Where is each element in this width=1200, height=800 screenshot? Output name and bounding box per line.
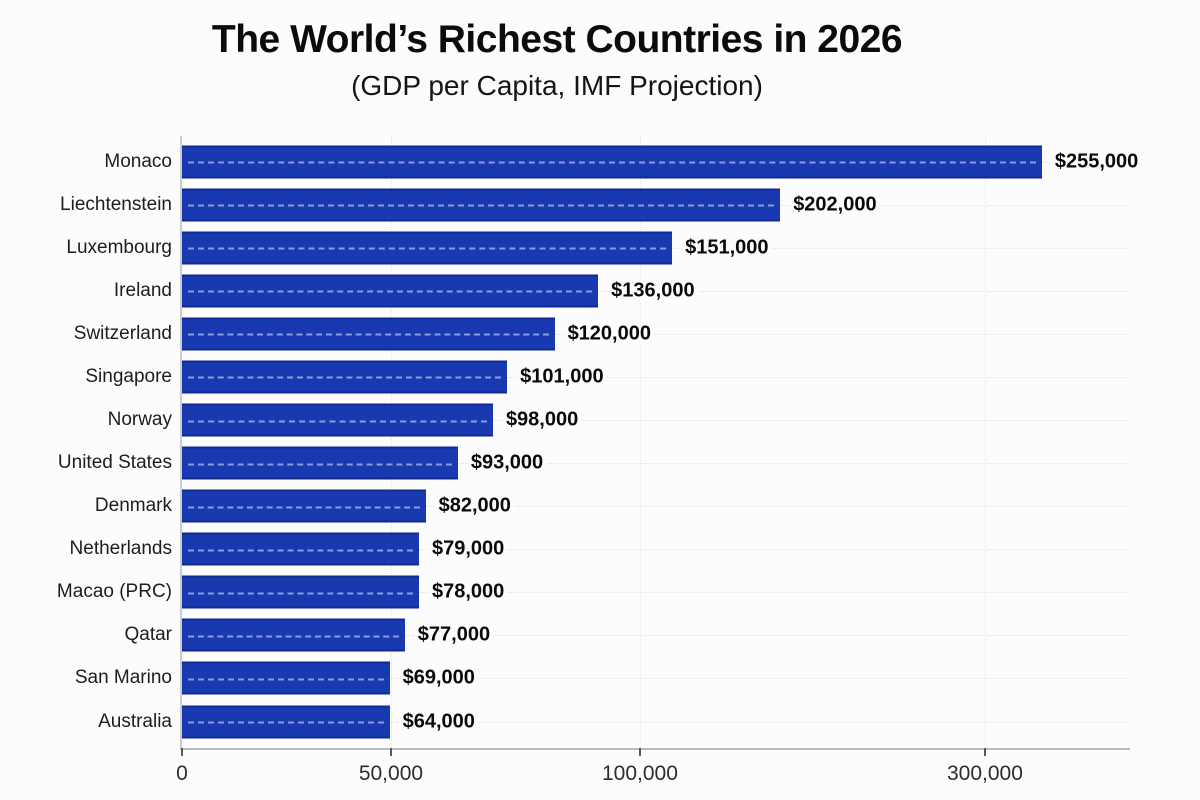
bar-center-dash bbox=[188, 333, 549, 336]
vertical-gridline bbox=[390, 136, 392, 748]
bar-center-dash bbox=[188, 678, 384, 681]
value-label: $136,000 bbox=[608, 279, 698, 303]
value-label: $93,000 bbox=[467, 451, 547, 475]
category-label: San Marino bbox=[74, 667, 172, 689]
category-label: Switzerland bbox=[73, 322, 172, 344]
bar-row: San Marino $69,000 bbox=[75, 657, 1130, 700]
x-axis-tick bbox=[389, 748, 392, 756]
value-label: $78,000 bbox=[429, 580, 508, 604]
value-label: $69,000 bbox=[399, 666, 478, 690]
vertical-gridline bbox=[984, 136, 986, 748]
bar-center-dash bbox=[188, 161, 1036, 164]
bar-rows: Monaco $255,000 Liechtenstein $202,000 Luxem… bbox=[57, 136, 1142, 748]
bar-row: Switzerland $120,000 bbox=[74, 312, 1130, 355]
category-label: Singapore bbox=[85, 365, 172, 387]
value-label: $79,000 bbox=[429, 537, 508, 561]
category-label: Australia bbox=[98, 710, 172, 732]
category-label: Denmark bbox=[94, 495, 172, 517]
bar bbox=[182, 705, 390, 739]
x-axis-tick bbox=[638, 748, 641, 756]
bar bbox=[182, 231, 673, 265]
bar-center-dash bbox=[188, 204, 775, 207]
category-label: Monaco bbox=[104, 150, 172, 172]
value-label: $82,000 bbox=[435, 494, 514, 518]
bar bbox=[182, 618, 405, 652]
bar-center-dash bbox=[188, 635, 399, 638]
category-label: Norway bbox=[107, 409, 172, 430]
bar-row: Norway $98,000 bbox=[108, 398, 1130, 441]
vertical-gridline bbox=[639, 136, 641, 748]
bar bbox=[182, 446, 458, 480]
category-label: Qatar bbox=[124, 624, 172, 646]
category-label: Ireland bbox=[113, 279, 172, 301]
x-axis-tick bbox=[181, 748, 183, 756]
bar bbox=[182, 145, 1042, 179]
x-tick-label: 0 bbox=[176, 762, 188, 785]
bar-center-dash bbox=[188, 290, 593, 293]
bar-row: Qatar $77,000 bbox=[124, 614, 1130, 657]
bar bbox=[182, 188, 781, 222]
bar-row: Australia $64,000 bbox=[98, 700, 1130, 743]
chart-subtitle: (GDP per Capita, IMF Projection) bbox=[351, 69, 763, 101]
row-gridline bbox=[182, 506, 1130, 508]
row-gridline bbox=[182, 721, 1130, 723]
bar bbox=[182, 661, 390, 695]
chart-title: The World’s Richest Countries in 2026 bbox=[211, 18, 903, 61]
x-tick-label: 50,000 bbox=[358, 762, 424, 785]
category-label: Luxembourg bbox=[66, 236, 172, 258]
bar-row: Singapore $101,000 bbox=[85, 355, 1130, 398]
value-label: $120,000 bbox=[564, 322, 654, 346]
bar-center-dash bbox=[188, 420, 487, 422]
category-label: Netherlands bbox=[69, 538, 172, 560]
plot-area: Monaco $255,000 Liechtenstein $202,000 Luxem… bbox=[57, 136, 1142, 785]
bar bbox=[182, 317, 555, 351]
bar-center-dash bbox=[188, 506, 420, 509]
row-gridline bbox=[182, 463, 1130, 465]
bar-row: Macao (PRC) $78,000 bbox=[57, 571, 1130, 614]
bar-center-dash bbox=[188, 721, 384, 724]
chart-header: The World’s Richest Countries in 2026 (G… bbox=[0, 18, 1114, 102]
row-gridline bbox=[182, 549, 1130, 551]
value-label: $77,000 bbox=[414, 623, 494, 647]
bar-center-dash bbox=[188, 247, 667, 250]
row-gridline bbox=[182, 420, 1130, 421]
bar-row: Luxembourg $151,000 bbox=[66, 226, 1130, 269]
row-gridline bbox=[182, 678, 1130, 680]
bar bbox=[182, 489, 426, 523]
bar-row: Ireland $136,000 bbox=[114, 269, 1130, 312]
value-label: $101,000 bbox=[517, 365, 607, 389]
category-label: Liechtenstein bbox=[60, 193, 172, 215]
row-gridline bbox=[182, 333, 1130, 335]
bar-row: Monaco $255,000 bbox=[104, 140, 1142, 183]
bar-row: United States $93,000 bbox=[58, 442, 1130, 485]
bar bbox=[182, 403, 493, 437]
bar-row: Denmark $82,000 bbox=[95, 485, 1130, 528]
row-gridline bbox=[182, 376, 1130, 378]
bar-center-dash bbox=[188, 549, 413, 552]
bar-center-dash bbox=[188, 592, 413, 595]
bar bbox=[182, 274, 599, 308]
bar bbox=[182, 532, 419, 566]
bar bbox=[182, 575, 419, 609]
value-label: $64,000 bbox=[399, 710, 478, 734]
value-label: $255,000 bbox=[1051, 150, 1142, 174]
row-gridline bbox=[182, 635, 1130, 637]
value-label: $98,000 bbox=[502, 408, 582, 432]
bar-row: Netherlands $79,000 bbox=[70, 528, 1130, 571]
value-label: $202,000 bbox=[790, 193, 880, 217]
x-tick-label: 100,000 bbox=[602, 762, 678, 785]
bar-center-dash bbox=[188, 463, 452, 466]
category-label: Macao (PRC) bbox=[56, 581, 172, 603]
bar bbox=[182, 360, 508, 394]
value-label: $151,000 bbox=[682, 236, 772, 260]
bar-row: Liechtenstein $202,000 bbox=[60, 183, 1130, 226]
x-tick-label: 300,000 bbox=[946, 762, 1023, 785]
bar-center-dash bbox=[188, 376, 502, 379]
row-gridline bbox=[182, 592, 1130, 594]
x-axis-tick bbox=[983, 748, 986, 756]
category-label: United States bbox=[57, 452, 172, 474]
